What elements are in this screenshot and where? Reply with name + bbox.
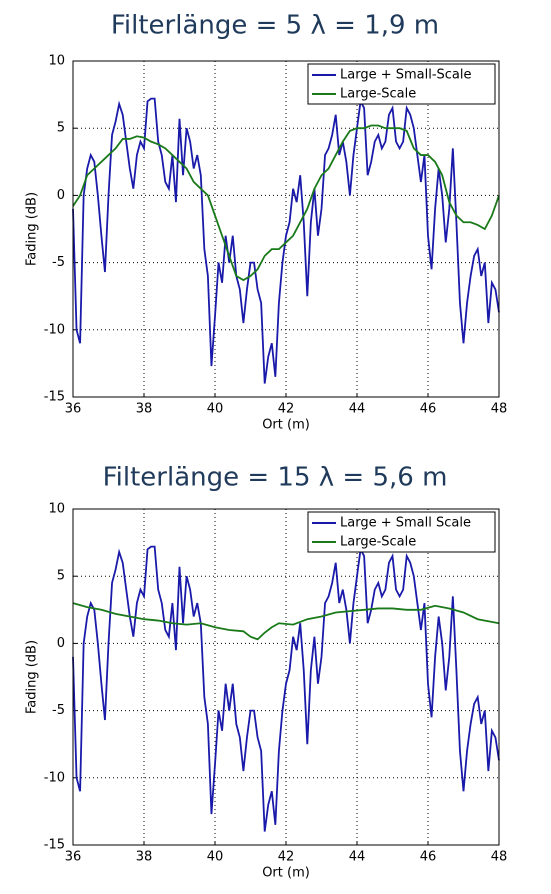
data-line: [72, 545, 500, 832]
legend-label: Large + Small Scale: [340, 516, 471, 531]
chart-title: Filterlänge = 15 λ = 5,6 m: [103, 463, 448, 493]
x-tick-label: 46: [420, 850, 437, 865]
data-line: [72, 602, 500, 641]
x-tick-label: 38: [136, 850, 153, 865]
plot-frame: [72, 60, 500, 398]
y-tick-label: -15: [44, 838, 65, 853]
chart-title: Filterlänge = 5 λ = 1,9 m: [111, 11, 439, 41]
legend-box: [307, 63, 496, 105]
y-tick-label: 0: [57, 636, 65, 651]
x-tick-label: 42: [278, 850, 295, 865]
legend-label: Large-Scale: [340, 87, 416, 102]
y-tick-label: 0: [57, 188, 65, 203]
y-tick-label: 10: [48, 54, 65, 69]
x-tick-label: 48: [491, 402, 508, 417]
y-tick-label: -10: [44, 770, 65, 785]
y-tick-label: -10: [44, 322, 65, 337]
y-tick-label: -5: [52, 703, 65, 718]
y-tick-label: 10: [48, 502, 65, 517]
legend-label: Large-Scale: [340, 535, 416, 550]
y-axis-label: Fading (dB): [25, 640, 40, 714]
x-tick-label: 44: [349, 402, 366, 417]
x-tick-label: 40: [207, 850, 224, 865]
y-tick-label: -15: [44, 390, 65, 405]
legend-box: [307, 511, 496, 553]
y-tick-label: 5: [57, 569, 65, 584]
data-line: [72, 97, 500, 384]
x-axis-label: Ort (m): [262, 866, 310, 881]
x-tick-label: 36: [65, 402, 82, 417]
x-tick-label: 38: [136, 402, 153, 417]
y-tick-label: -5: [52, 255, 65, 270]
x-tick-label: 42: [278, 402, 295, 417]
y-axis-label: Fading (dB): [25, 192, 40, 266]
x-tick-label: 44: [349, 850, 366, 865]
x-tick-label: 46: [420, 402, 437, 417]
data-line: [72, 124, 500, 282]
x-tick-label: 36: [65, 850, 82, 865]
y-tick-label: 5: [57, 121, 65, 136]
x-tick-label: 40: [207, 402, 224, 417]
plot-frame: [72, 508, 500, 846]
legend-label: Large + Small-Scale: [340, 68, 472, 83]
x-axis-label: Ort (m): [262, 418, 310, 433]
x-tick-label: 48: [491, 850, 508, 865]
